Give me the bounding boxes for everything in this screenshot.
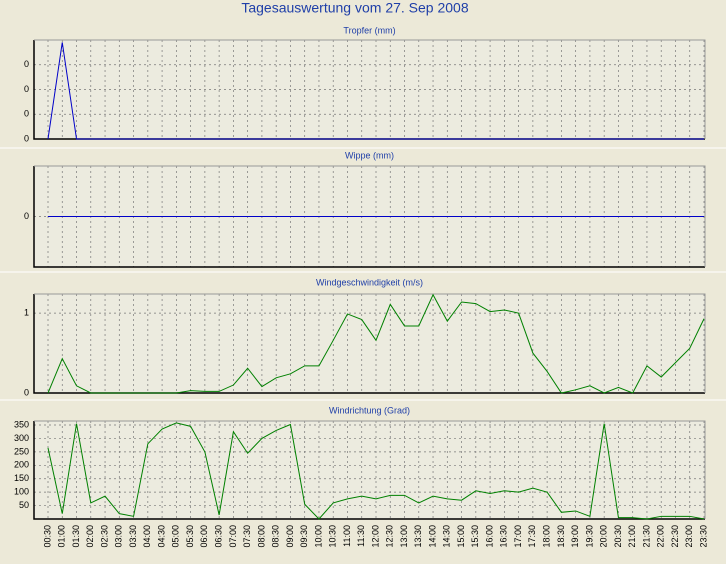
x-tick-label: 18:00 xyxy=(542,525,552,548)
x-tick-label: 12:00 xyxy=(370,525,380,548)
x-tick-label: 14:00 xyxy=(427,525,437,548)
x-tick-label: 23:00 xyxy=(684,525,694,548)
y-tick-label: 0 xyxy=(24,211,29,221)
data-line xyxy=(47,42,704,140)
x-tick-label: 11:30 xyxy=(356,525,366,547)
x-tick-label: 04:00 xyxy=(142,525,152,548)
plot-area xyxy=(34,421,705,519)
x-tick-label: 21:30 xyxy=(641,525,651,548)
x-tick-label: 05:30 xyxy=(185,525,195,548)
x-tick-label: 03:30 xyxy=(128,525,138,548)
x-tick-label: 10:00 xyxy=(313,525,323,548)
x-tick-label: 08:30 xyxy=(271,525,281,548)
y-tick-label: 50 xyxy=(19,500,29,510)
plot-frame xyxy=(33,294,705,394)
x-tick-label: 10:30 xyxy=(328,525,338,548)
plot-frame xyxy=(34,420,706,519)
x-tick-label: 16:00 xyxy=(484,525,494,548)
x-tick-label: 09:00 xyxy=(285,525,295,548)
x-tick-label: 05:00 xyxy=(171,525,181,548)
y-tick-label: 200 xyxy=(14,460,29,470)
x-tick-label: 09:30 xyxy=(299,525,309,548)
plot-frame xyxy=(33,166,705,268)
y-tick-label: 1 xyxy=(24,308,29,318)
x-tick-label: 12:30 xyxy=(385,525,395,548)
x-tick-label: 22:00 xyxy=(656,525,666,548)
y-tick-label: 0 xyxy=(24,84,29,94)
x-tick-label: 20:30 xyxy=(613,525,623,548)
x-tick-label: 15:30 xyxy=(470,525,480,548)
data-line xyxy=(47,293,705,394)
x-tick-label: 13:00 xyxy=(399,525,409,548)
y-tick-label: 300 xyxy=(14,433,29,443)
data-line xyxy=(47,422,705,520)
x-tick-label: 06:30 xyxy=(214,525,224,548)
x-tick-label: 19:30 xyxy=(584,525,594,548)
x-tick-label: 01:00 xyxy=(57,525,67,548)
x-tick-label: 19:00 xyxy=(570,525,580,548)
y-tick-label: 350 xyxy=(14,419,29,429)
panel-title: Wippe (mm) xyxy=(345,150,394,160)
y-tick-label: 0 xyxy=(24,387,29,397)
y-tick-label: 0 xyxy=(24,109,29,119)
y-tick-label: 0 xyxy=(24,59,29,69)
x-tick-label: 14:30 xyxy=(442,525,452,548)
x-tick-label: 07:00 xyxy=(228,525,238,548)
panel-title: Windgeschwindigkeit (m/s) xyxy=(316,277,423,287)
plot-frame xyxy=(34,165,706,267)
x-tick-label: 16:30 xyxy=(499,525,509,548)
x-tick-label: 08:00 xyxy=(256,525,266,548)
y-tick-label: 250 xyxy=(14,446,29,456)
y-tick-label: 100 xyxy=(14,487,29,497)
x-tick-label: 03:00 xyxy=(114,525,124,548)
x-tick-label: 18:30 xyxy=(556,525,566,548)
x-tick-label: 13:30 xyxy=(413,525,423,548)
x-tick-label: 00:30 xyxy=(42,525,52,548)
plot-frame xyxy=(34,293,706,393)
x-tick-label: 06:00 xyxy=(199,525,209,548)
x-tick-label: 04:30 xyxy=(156,525,166,548)
plot-area xyxy=(34,294,705,393)
x-tick-label: 21:00 xyxy=(627,525,637,548)
x-tick-label: 23:30 xyxy=(698,525,708,548)
plot-frame xyxy=(33,421,705,520)
x-tick-label: 02:30 xyxy=(99,525,109,548)
x-tick-label: 11:00 xyxy=(342,525,352,547)
x-tick-label: 17:00 xyxy=(513,525,523,548)
x-tick-label: 07:30 xyxy=(242,525,252,548)
x-tick-label: 17:30 xyxy=(527,525,537,548)
panel-title: Tropfer (mm) xyxy=(343,25,395,35)
x-tick-label: 02:00 xyxy=(85,525,95,548)
x-tick-label: 01:30 xyxy=(71,525,81,548)
x-tick-label: 15:00 xyxy=(456,525,466,548)
y-tick-label: 150 xyxy=(14,473,29,483)
y-tick-label: 0 xyxy=(24,133,29,143)
plot-frame xyxy=(34,39,706,139)
panel-title: Windrichtung (Grad) xyxy=(329,405,410,415)
x-tick-label: 20:00 xyxy=(599,525,609,548)
page-title: Tagesauswertung vom 27. Sep 2008 xyxy=(241,0,468,16)
x-tick-label: 22:30 xyxy=(670,525,680,548)
